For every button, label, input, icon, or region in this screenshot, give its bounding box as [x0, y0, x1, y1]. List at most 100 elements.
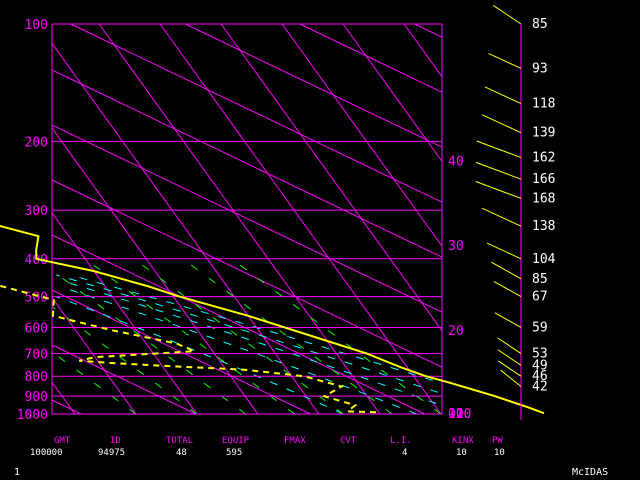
pressure-label: 900: [25, 390, 48, 405]
moist-adiabat-line: [69, 274, 433, 381]
temperature-profile-line: [0, 224, 545, 415]
isotherm-line: [403, 23, 443, 77]
footer-label-li: L.I.: [390, 436, 412, 446]
height-label: 162: [532, 151, 555, 166]
footer-label-pw: PW: [492, 436, 503, 446]
wind-barb: [497, 349, 522, 366]
pressure-label: 300: [25, 204, 48, 219]
wind-barb: [493, 4, 522, 25]
footer-label-kinx: KINX: [452, 436, 474, 446]
height-label: 59: [532, 320, 548, 335]
footer-label-gmt: GMT: [54, 436, 71, 446]
temperature-label-right: -20: [448, 407, 471, 422]
mixing-ratio-line: [51, 306, 198, 415]
dry-adiabat-line: [51, 179, 443, 368]
pressure-label: 800: [25, 370, 48, 385]
footer-value-gmt: 100000: [30, 448, 63, 458]
wind-barb: [494, 312, 522, 328]
height-label: 42: [532, 379, 548, 394]
wind-barb: [497, 337, 522, 355]
wind-barb: [475, 181, 522, 199]
wind-barb: [488, 52, 522, 69]
moist-adiabat-line: [55, 296, 344, 415]
dry-adiabat-line: [51, 344, 196, 415]
footer-value-li: 4: [402, 448, 408, 458]
wind-barb: [481, 114, 522, 134]
wind-barb: [500, 369, 522, 387]
isotherm-line: [51, 43, 320, 415]
temperature-label-right: -10: [448, 407, 471, 422]
mixing-ratio-line: [51, 270, 246, 415]
footer-label-total: TOTAL: [166, 436, 194, 446]
height-label: 53: [532, 347, 548, 362]
isobar-grid: [51, 23, 443, 415]
height-label: 85: [532, 272, 548, 287]
height-label: 138: [532, 219, 555, 234]
isotherm-line: [98, 23, 381, 415]
height-label: 49: [532, 358, 548, 373]
footer-label-equip: EQUIP: [222, 436, 250, 446]
isotherm-line: [342, 23, 443, 162]
pressure-label: 200: [25, 135, 48, 150]
dry-adiabat-line: [299, 23, 443, 93]
isotherm-line: [51, 297, 137, 415]
height-label: 118: [532, 97, 555, 112]
wind-barb: [497, 360, 522, 377]
footer-value-total: 48: [176, 448, 187, 458]
wind-barb: [481, 207, 522, 227]
pressure-label: 1000: [17, 408, 48, 423]
dry-adiabat-grid: [51, 23, 443, 415]
temperature-label-right: 20: [448, 324, 464, 339]
pressure-label: 600: [25, 321, 48, 336]
height-label: 46: [532, 369, 548, 384]
temperature-label-right: 10: [448, 407, 464, 422]
wind-barb: [493, 280, 522, 298]
wind-barb: [484, 86, 522, 105]
mcidas-brand: McIDAS: [572, 467, 609, 478]
footer-value-pw: 10: [494, 448, 505, 458]
footer-value-equip: 595: [226, 448, 243, 458]
dry-adiabat-line: [51, 289, 311, 415]
moist-adiabat-line: [67, 282, 437, 404]
footer-value-id: 94975: [98, 448, 126, 458]
dry-adiabat-line: [185, 23, 443, 148]
dry-adiabat-line: [414, 23, 443, 38]
wind-barb: [491, 261, 522, 280]
footer-label-cvt: CVT: [340, 436, 357, 446]
temperature-label-right: 40: [448, 154, 464, 169]
height-label: 168: [532, 191, 555, 206]
wind-barb: [486, 242, 522, 260]
mixing-ratio-line: [51, 351, 137, 415]
frame-number: 1: [14, 467, 21, 478]
height-label: 93: [532, 61, 548, 76]
footer-value-kinx: 10: [456, 448, 467, 458]
temperature-label-right: 30: [448, 239, 464, 254]
wind-barb: [476, 140, 522, 159]
pressure-axis: 100 200 300 400 500 600 700 800 900 1000: [17, 18, 48, 423]
dry-adiabat-line: [51, 69, 443, 258]
mixing-ratio-lines: [51, 258, 442, 415]
height-label: 104: [532, 252, 556, 267]
pressure-label: 700: [25, 348, 48, 363]
moist-adiabat-line: [69, 289, 417, 415]
dry-adiabat-line: [51, 399, 82, 415]
height-label: 85: [532, 17, 548, 32]
temperature-label-right: 0: [448, 407, 456, 422]
height-label: 166: [532, 172, 555, 187]
wind-barbs: [475, 4, 522, 387]
height-label: 67: [532, 290, 548, 305]
isotherm-line: [51, 212, 198, 415]
height-label: 139: [532, 126, 555, 141]
isotherm-line: [159, 23, 442, 415]
wind-barb: [475, 161, 522, 180]
dry-adiabat-line: [51, 234, 426, 415]
pressure-label: 400: [25, 253, 48, 268]
pressure-label: 500: [25, 291, 48, 306]
dry-adiabat-line: [51, 124, 443, 313]
isotherm-line: [281, 23, 443, 247]
isotherm-line: [220, 23, 443, 332]
footer-label-fmax: FMAX: [284, 436, 306, 446]
